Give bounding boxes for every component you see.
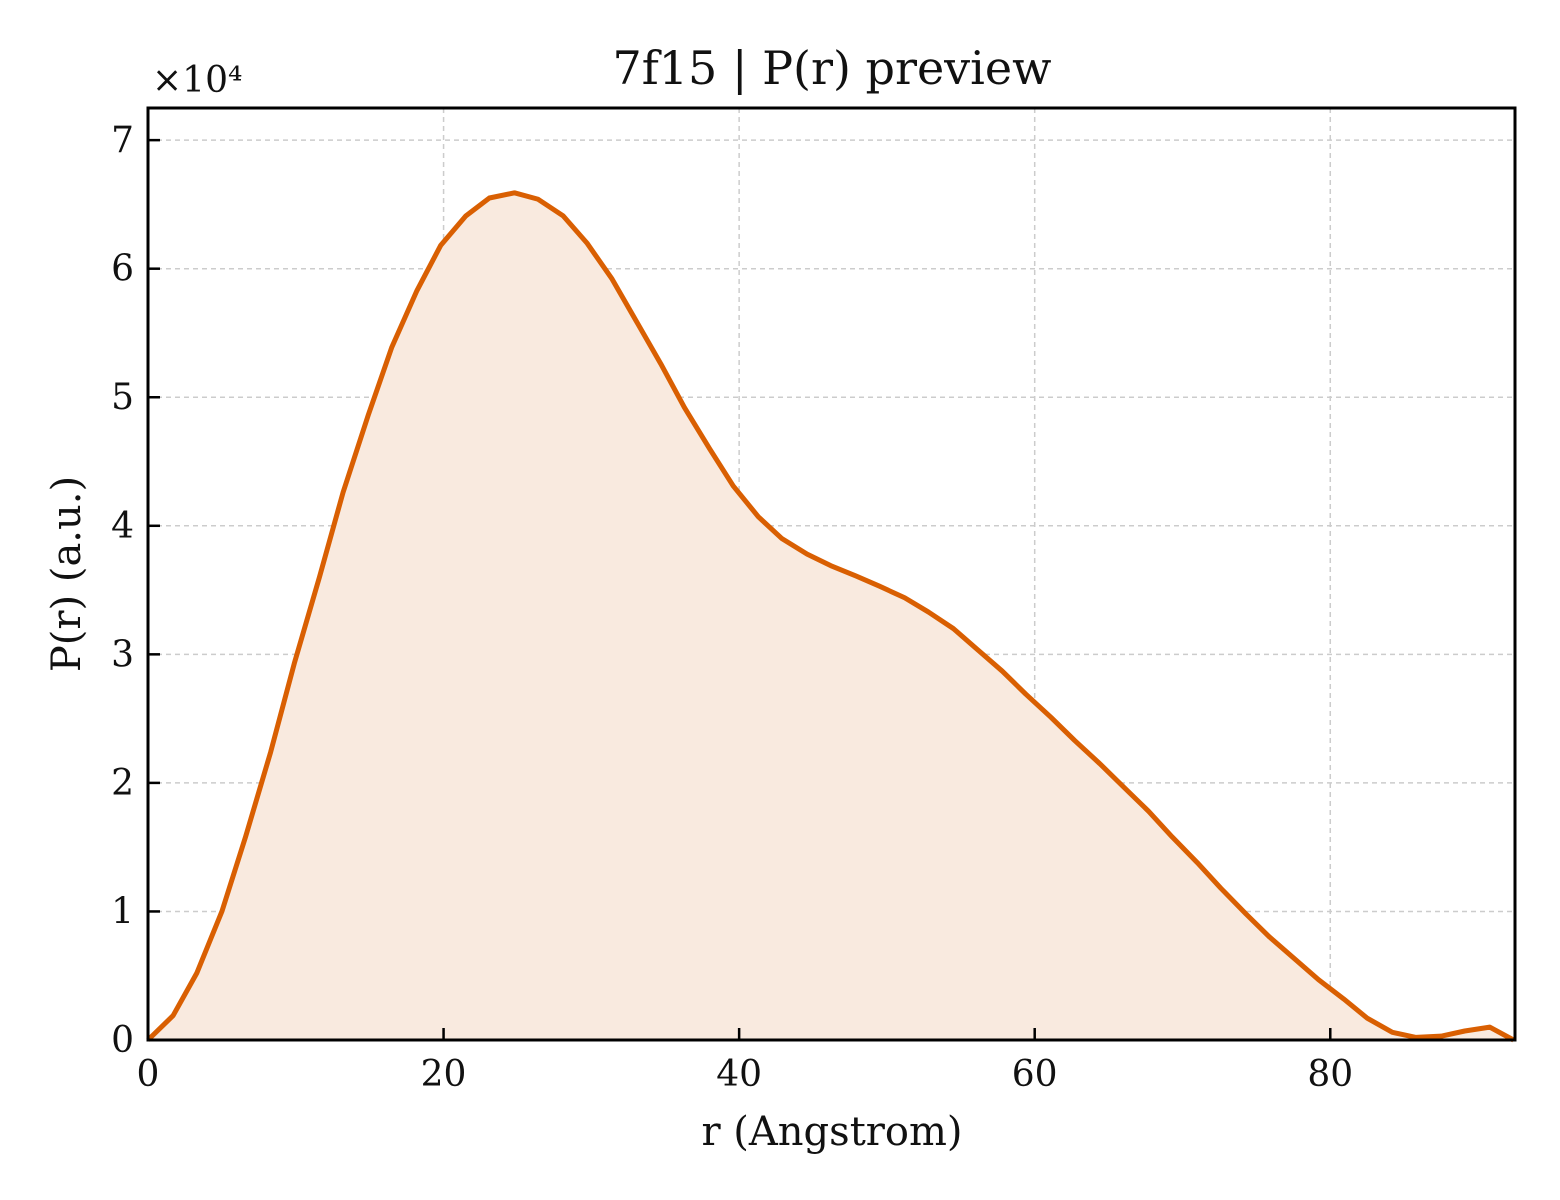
y-tick-label: 4: [111, 506, 134, 547]
x-axis: 0 20 40 60 80: [137, 1028, 1353, 1095]
y-axis: 0 1 2 3 4 5 6 7: [111, 120, 160, 1061]
y-tick-label: 6: [111, 249, 134, 290]
x-tick-label: 20: [421, 1054, 467, 1095]
series-area-fill: [148, 192, 1514, 1041]
y-tick-label: 7: [111, 120, 134, 161]
y-tick-label: 3: [111, 634, 134, 675]
x-tick-label: 80: [1307, 1054, 1353, 1095]
y-tick-label: 1: [111, 891, 134, 932]
x-tick-label: 60: [1012, 1054, 1058, 1095]
plot-frame: [146, 106, 1517, 1042]
y-tick-label: 2: [111, 763, 134, 804]
x-axis-label: r (Angstrom): [701, 1109, 962, 1155]
series-line: [146, 190, 1515, 1043]
y-tick-label: 5: [111, 377, 134, 418]
chart-title: 7f15 | P(r) preview: [613, 41, 1052, 95]
y-axis-multiplier: ×10⁴: [152, 60, 242, 101]
x-tick-label: 40: [716, 1054, 762, 1095]
y-tick-label: 0: [111, 1020, 134, 1061]
x-tick-label: 0: [137, 1054, 160, 1095]
y-axis-label: P(r) (a.u.): [44, 476, 90, 672]
